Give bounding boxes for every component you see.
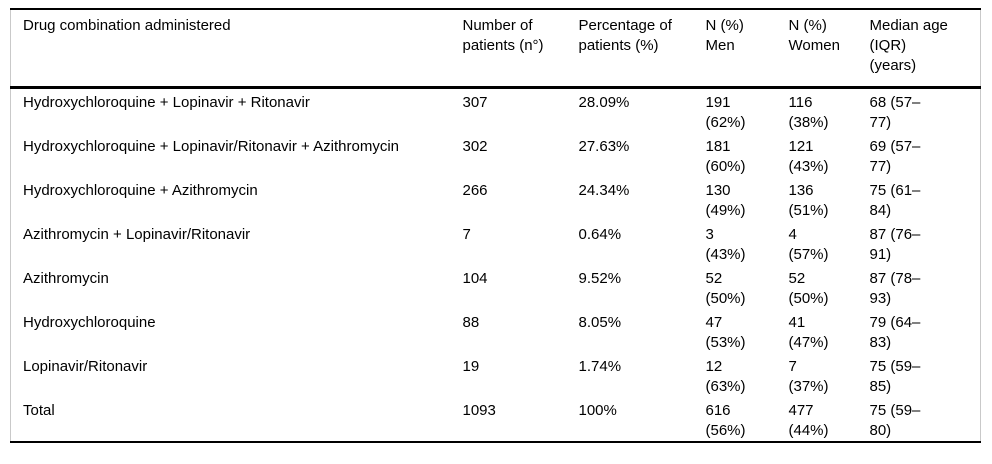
- women-cell: 136 (51%): [788, 182, 829, 219]
- men-cell: 616 (56%): [705, 402, 746, 439]
- table-row: Azithromycin + Lopinavir/Ritonavir 7 0.6…: [11, 221, 981, 265]
- patients-cell: 307: [462, 94, 488, 111]
- percentage-cell: 8.05%: [578, 314, 622, 331]
- women-cell: 52 (50%): [788, 270, 829, 307]
- men-cell: 12 (63%): [705, 358, 746, 395]
- table-body: Hydroxychloroquine + Lopinavir + Ritonav…: [11, 88, 981, 443]
- drug-cell: Lopinavir/Ritonavir: [23, 358, 148, 375]
- table-row: Lopinavir/Ritonavir 19 1.74% 12 (63%) 7 …: [11, 353, 981, 397]
- table-row-total: Total 1093 100% 616 (56%) 477 (44%) 75 (…: [11, 397, 981, 442]
- percentage-cell: 28.09%: [578, 94, 630, 111]
- patients-cell: 1093: [462, 402, 496, 419]
- men-cell: 52 (50%): [705, 270, 746, 307]
- patients-cell: 302: [462, 138, 488, 155]
- column-header-percentage: Percentage of patients (%): [578, 9, 706, 89]
- drug-cell: Hydroxychloroquine + Lopinavir/Ritonavir…: [23, 138, 400, 155]
- percentage-cell: 1.74%: [578, 358, 622, 375]
- table-row: Azithromycin 104 9.52% 52 (50%) 52 (50%)…: [11, 265, 981, 309]
- men-cell: 47 (53%): [705, 314, 746, 351]
- drug-cell: Hydroxychloroquine + Azithromycin: [23, 182, 258, 199]
- patients-cell: 7: [462, 226, 471, 243]
- drug-combination-table: Drug combination administered Number of …: [10, 8, 981, 443]
- median-age-cell: 87 (76– 91): [869, 226, 921, 263]
- column-header-men: N (%) Men: [705, 9, 789, 89]
- men-cell: 181 (60%): [705, 138, 746, 175]
- header-row: Drug combination administered Number of …: [10, 9, 981, 89]
- median-age-cell: 68 (57– 77): [869, 94, 921, 131]
- median-age-cell: 75 (61– 84): [869, 182, 921, 219]
- women-cell: 7 (37%): [788, 358, 829, 395]
- column-header-patients: Number of patients (n°): [462, 9, 579, 89]
- patients-cell: 104: [462, 270, 488, 287]
- paper-table-container: Drug combination administered Number of …: [10, 8, 981, 443]
- men-cell: 130 (49%): [705, 182, 746, 219]
- men-cell: 3 (43%): [705, 226, 746, 263]
- women-cell: 41 (47%): [788, 314, 829, 351]
- median-age-cell: 69 (57– 77): [869, 138, 921, 175]
- median-age-cell: 75 (59– 80): [869, 402, 921, 439]
- column-header-drug: Drug combination administered: [10, 9, 463, 89]
- drug-cell: Hydroxychloroquine + Lopinavir + Ritonav…: [23, 94, 310, 111]
- table-header: Drug combination administered Number of …: [10, 9, 981, 89]
- percentage-cell: 100%: [578, 402, 617, 419]
- patients-cell: 88: [462, 314, 480, 331]
- drug-cell: Azithromycin + Lopinavir/Ritonavir: [23, 226, 251, 243]
- patients-cell: 266: [462, 182, 488, 199]
- percentage-cell: 9.52%: [578, 270, 622, 287]
- drug-cell: Hydroxychloroquine: [23, 314, 156, 331]
- column-header-median-age: Median age (IQR) (years): [869, 9, 981, 89]
- percentage-cell: 24.34%: [578, 182, 630, 199]
- median-age-cell: 87 (78– 93): [869, 270, 921, 307]
- table-row: Hydroxychloroquine + Azithromycin 266 24…: [11, 177, 981, 221]
- percentage-cell: 0.64%: [578, 226, 622, 243]
- median-age-cell: 79 (64– 83): [869, 314, 921, 351]
- patients-cell: 19: [462, 358, 480, 375]
- median-age-cell: 75 (59– 85): [869, 358, 921, 395]
- table-row: Hydroxychloroquine + Lopinavir + Ritonav…: [11, 88, 981, 134]
- drug-cell: Total: [23, 402, 55, 419]
- table-row: Hydroxychloroquine + Lopinavir/Ritonavir…: [11, 133, 981, 177]
- men-cell: 191 (62%): [705, 94, 746, 131]
- table-row: Hydroxychloroquine 88 8.05% 47 (53%) 41 …: [11, 309, 981, 353]
- column-header-women: N (%) Women: [788, 9, 870, 89]
- women-cell: 121 (43%): [788, 138, 829, 175]
- women-cell: 4 (57%): [788, 226, 829, 263]
- drug-cell: Azithromycin: [23, 270, 109, 287]
- women-cell: 477 (44%): [788, 402, 829, 439]
- percentage-cell: 27.63%: [578, 138, 630, 155]
- women-cell: 116 (38%): [788, 94, 829, 131]
